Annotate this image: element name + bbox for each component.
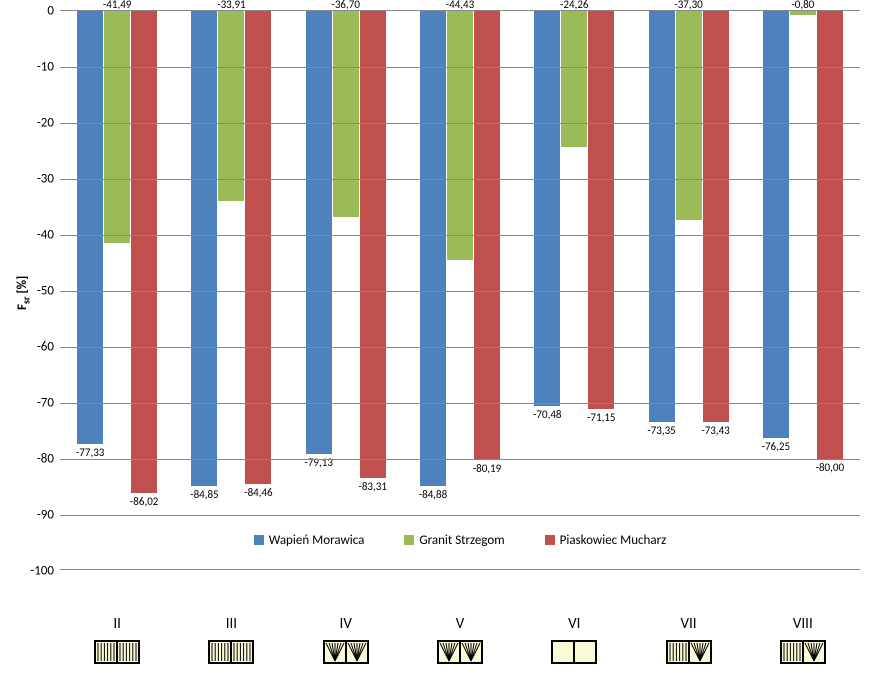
legend-swatch: [404, 535, 414, 545]
bar: [131, 11, 157, 493]
x-tick-label: V: [416, 615, 504, 633]
x-tick-label: IV: [302, 615, 390, 633]
legend-label: Wapień Morawica: [269, 533, 365, 548]
x-axis-labels: IIIIIIVVVIVIIVIII: [60, 615, 860, 633]
bar-cluster: -73,35-37,30-73,43: [645, 11, 733, 569]
bar-cluster: -70,48-24,26-71,15: [530, 11, 618, 569]
bar: [245, 11, 271, 484]
y-tick-label: -40: [37, 228, 60, 243]
y-tick-label: -20: [37, 116, 60, 131]
y-axis-label: Fsr [%]: [15, 276, 33, 310]
category-icons-row: [60, 640, 860, 669]
bar: [703, 11, 729, 422]
legend-swatch: [254, 535, 264, 545]
bar-cluster: -77,33-41,49-86,02: [73, 11, 161, 569]
category-icon: [759, 640, 847, 669]
bar-value-label: -70,48: [533, 408, 561, 421]
bar: [676, 11, 702, 220]
bar: [77, 11, 103, 444]
bar-value-label: -37,30: [674, 0, 702, 11]
gridline: [60, 515, 860, 516]
bar-value-label: -84,88: [419, 488, 447, 501]
x-tick-label: III: [187, 615, 275, 633]
bar: [447, 11, 473, 260]
bar-value-label: -86,02: [130, 495, 158, 508]
bar-value-label: -84,46: [244, 486, 272, 499]
legend-swatch: [545, 535, 555, 545]
bar: [218, 11, 244, 201]
bar: [763, 11, 789, 438]
gridline: [60, 123, 860, 124]
bar-value-label: -33,91: [217, 0, 245, 11]
y-tick-label: -60: [37, 340, 60, 355]
gridline: [60, 347, 860, 348]
category-icon: [73, 640, 161, 669]
legend-item: Piaskowiec Mucharz: [545, 530, 667, 550]
bar-value-label: -80,00: [816, 461, 844, 474]
legend-label: Piaskowiec Mucharz: [560, 533, 667, 548]
gridline: [60, 291, 860, 292]
bar: [191, 11, 217, 486]
gridline: [60, 67, 860, 68]
y-tick-label: -90: [37, 508, 60, 523]
bar-cluster: -79,13-36,70-83,31: [302, 11, 390, 569]
gridline: [60, 403, 860, 404]
y-tick-label: -70: [37, 396, 60, 411]
bar-cluster: -84,88-44,43-80,19: [416, 11, 504, 569]
bar: [306, 11, 332, 454]
bar-value-label: -36,70: [331, 0, 359, 11]
category-icon: [416, 640, 504, 669]
category-icon: [530, 640, 618, 669]
bar-cluster: -76,25-0,80-80,00: [759, 11, 847, 569]
category-icon: [645, 640, 733, 669]
bar-value-label: -76,25: [762, 440, 790, 453]
bar: [333, 11, 359, 217]
x-tick-label: II: [73, 615, 161, 633]
bar-value-label: -73,43: [701, 424, 729, 437]
y-tick-label: -30: [37, 172, 60, 187]
gridline: [60, 235, 860, 236]
category-icon: [302, 640, 390, 669]
bar-value-label: -41,49: [103, 0, 131, 11]
gridline: [60, 179, 860, 180]
y-tick-label: -50: [37, 284, 60, 299]
bar: [790, 11, 816, 15]
bar-value-label: -71,15: [587, 411, 615, 424]
bar-value-label: -84,85: [190, 488, 218, 501]
gridline: [60, 459, 860, 460]
legend-item: Granit Strzegom: [404, 530, 504, 550]
x-tick-label: VI: [530, 615, 618, 633]
legend: Wapień Morawica Granit Strzegom Piaskowiec…: [60, 530, 860, 550]
bar-value-label: -77,33: [76, 446, 104, 459]
chart-plot-area: -77,33-41,49-86,02 -84,85-33,91-84,46 -79,…: [60, 10, 860, 570]
bar-value-label: -44,43: [446, 0, 474, 11]
bar: [360, 11, 386, 478]
legend-item: Wapień Morawica: [254, 530, 365, 550]
y-tick-label: -10: [37, 60, 60, 75]
bar-cluster: -84,85-33,91-84,46: [187, 11, 275, 569]
bar: [649, 11, 675, 422]
bar-value-label: -24,26: [560, 0, 588, 11]
bars-container: -77,33-41,49-86,02 -84,85-33,91-84,46 -79,…: [60, 11, 860, 569]
y-tick-label: -80: [37, 452, 60, 467]
legend-label: Granit Strzegom: [419, 533, 504, 548]
bar-value-label: -73,35: [647, 424, 675, 437]
y-tick-label: -100: [30, 564, 60, 579]
x-tick-label: VIII: [759, 615, 847, 633]
bar: [588, 11, 614, 409]
bar-value-label: -80,19: [473, 462, 501, 475]
bar: [104, 11, 130, 243]
y-tick-label: 0: [47, 4, 60, 19]
category-icon: [187, 640, 275, 669]
x-tick-label: VII: [645, 615, 733, 633]
bar: [420, 11, 446, 486]
bar-value-label: -83,31: [358, 480, 386, 493]
bar: [561, 11, 587, 147]
bar-value-label: -0,80: [791, 0, 814, 11]
